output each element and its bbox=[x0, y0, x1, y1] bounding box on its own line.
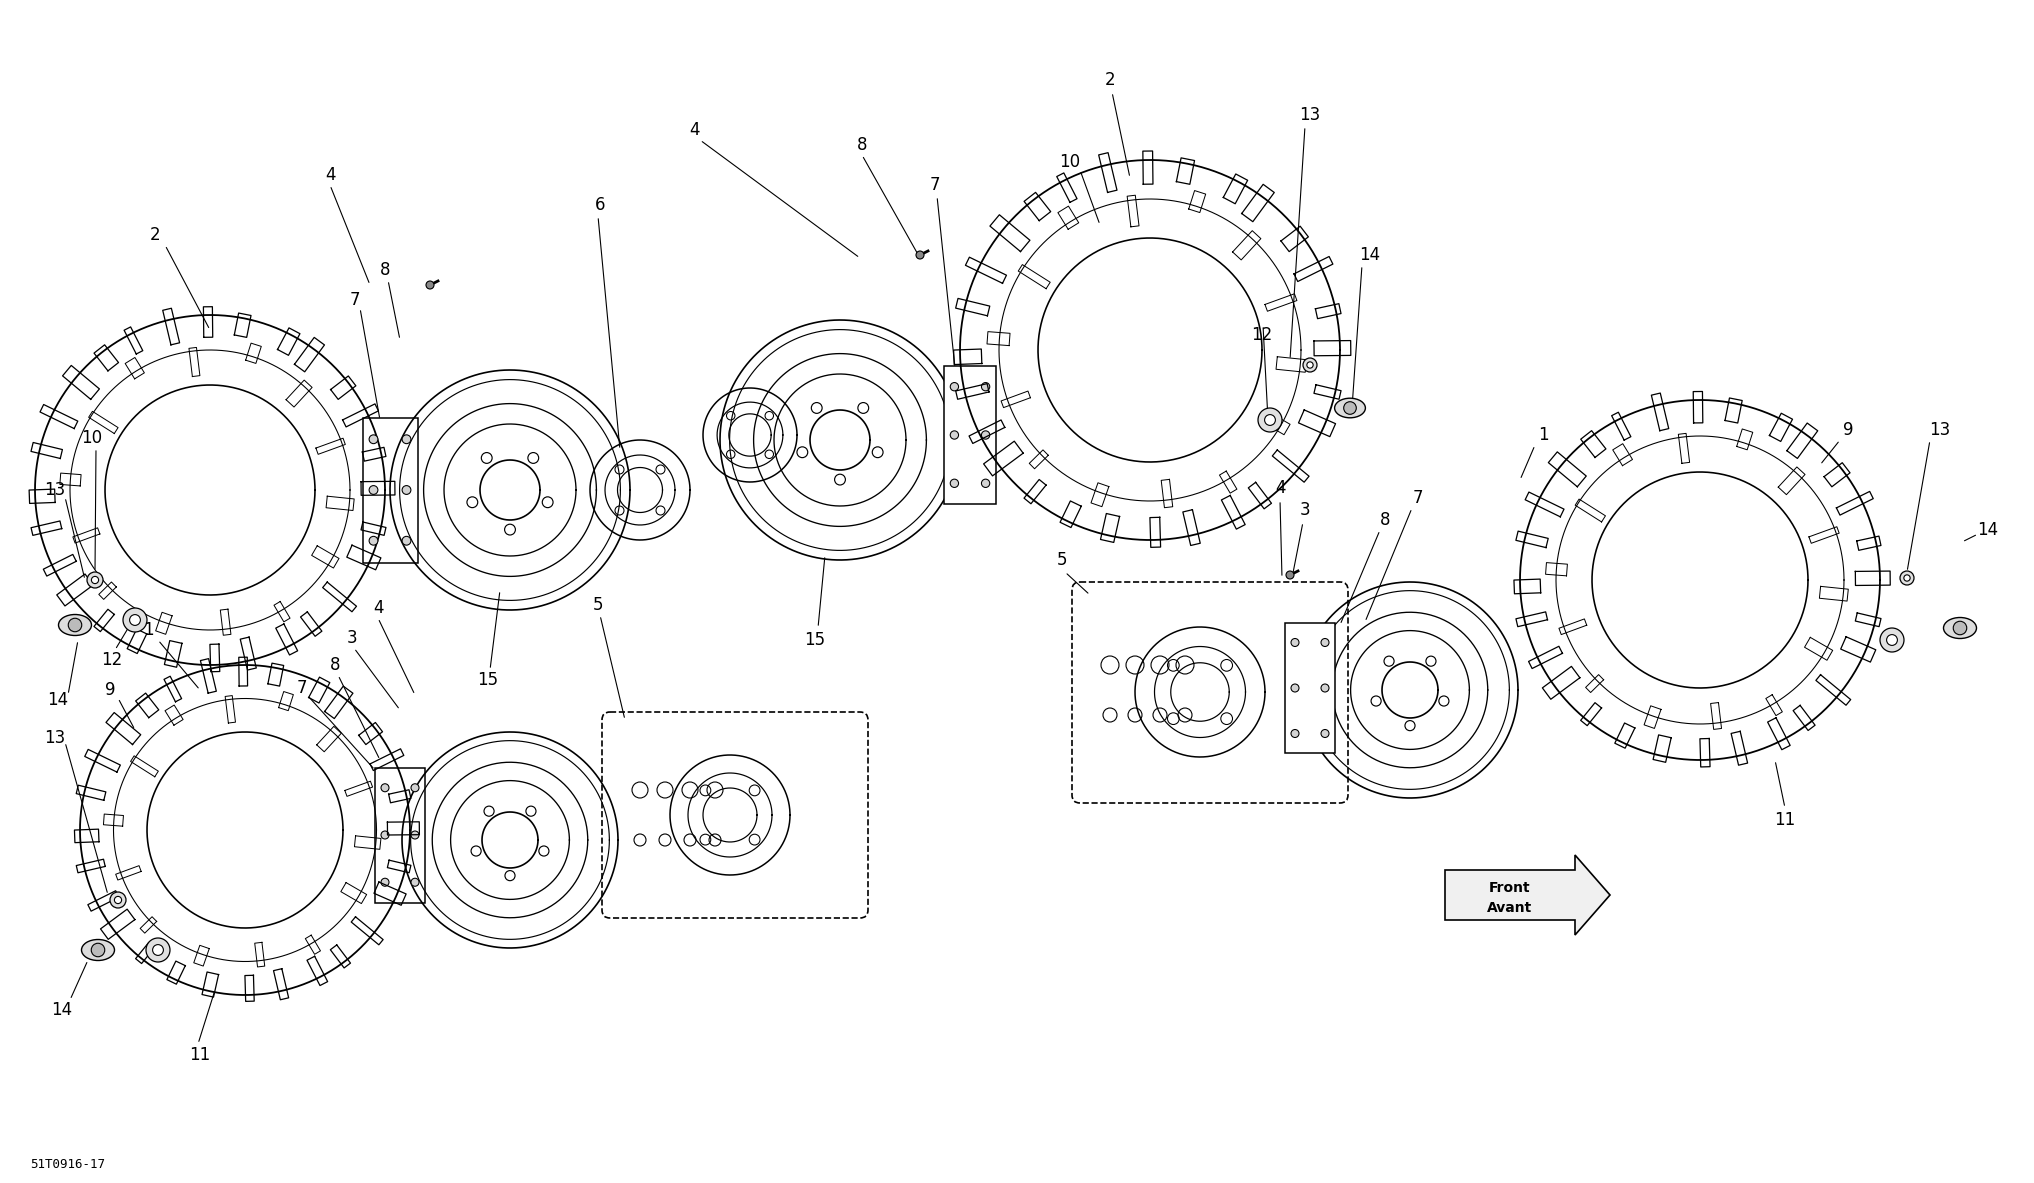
Circle shape bbox=[114, 897, 122, 904]
Text: 8: 8 bbox=[856, 136, 866, 154]
Bar bbox=[362, 418, 417, 562]
Text: 1: 1 bbox=[142, 621, 153, 639]
Text: 10: 10 bbox=[81, 429, 102, 447]
Circle shape bbox=[1285, 571, 1294, 578]
Text: 51T0916-17: 51T0916-17 bbox=[31, 1158, 106, 1171]
Circle shape bbox=[982, 479, 991, 487]
Text: 4: 4 bbox=[325, 166, 336, 185]
Text: 2: 2 bbox=[1104, 71, 1115, 89]
Circle shape bbox=[1879, 628, 1904, 652]
Text: 7: 7 bbox=[930, 176, 940, 194]
Text: 13: 13 bbox=[45, 481, 65, 499]
Text: 12: 12 bbox=[102, 651, 122, 670]
Circle shape bbox=[1344, 402, 1357, 414]
Bar bbox=[944, 366, 997, 504]
Circle shape bbox=[1900, 571, 1914, 586]
Text: 7: 7 bbox=[1414, 489, 1424, 508]
Circle shape bbox=[982, 382, 991, 390]
Polygon shape bbox=[1444, 855, 1611, 935]
Text: 3: 3 bbox=[1300, 500, 1310, 519]
Circle shape bbox=[403, 536, 411, 545]
Text: 9: 9 bbox=[104, 681, 116, 699]
Text: Avant: Avant bbox=[1487, 901, 1534, 914]
Text: 5: 5 bbox=[592, 596, 604, 614]
Ellipse shape bbox=[1945, 618, 1977, 639]
Circle shape bbox=[368, 485, 378, 494]
Text: 15: 15 bbox=[803, 631, 826, 649]
Circle shape bbox=[368, 536, 378, 545]
Text: 4: 4 bbox=[690, 121, 700, 138]
Text: 4: 4 bbox=[1275, 479, 1285, 497]
Text: 7: 7 bbox=[297, 679, 307, 697]
Circle shape bbox=[1320, 639, 1328, 646]
Circle shape bbox=[950, 431, 958, 439]
Circle shape bbox=[950, 479, 958, 487]
Text: 3: 3 bbox=[346, 629, 358, 647]
Circle shape bbox=[1304, 358, 1316, 371]
Text: 14: 14 bbox=[47, 691, 69, 709]
Circle shape bbox=[1953, 621, 1967, 635]
Circle shape bbox=[1320, 730, 1328, 737]
Text: 13: 13 bbox=[45, 729, 65, 746]
Circle shape bbox=[92, 943, 104, 957]
Circle shape bbox=[411, 784, 419, 791]
Text: 9: 9 bbox=[1843, 421, 1853, 439]
Text: 1: 1 bbox=[1538, 426, 1548, 444]
Circle shape bbox=[153, 944, 163, 956]
Text: Front: Front bbox=[1489, 881, 1532, 896]
Circle shape bbox=[1292, 730, 1300, 737]
Text: 14: 14 bbox=[1977, 521, 1999, 539]
Bar bbox=[1285, 623, 1334, 754]
Text: 13: 13 bbox=[1300, 106, 1320, 124]
Text: 12: 12 bbox=[1251, 327, 1273, 344]
Text: 14: 14 bbox=[51, 1001, 73, 1019]
Bar bbox=[374, 768, 425, 903]
Circle shape bbox=[1292, 684, 1300, 692]
Text: 14: 14 bbox=[1359, 246, 1381, 264]
Circle shape bbox=[915, 251, 923, 259]
Text: 13: 13 bbox=[1930, 421, 1951, 439]
Circle shape bbox=[1308, 362, 1314, 368]
Circle shape bbox=[380, 784, 388, 791]
Text: 10: 10 bbox=[1060, 153, 1080, 172]
Text: 2: 2 bbox=[151, 226, 161, 244]
Text: 5: 5 bbox=[1058, 551, 1068, 569]
Circle shape bbox=[411, 878, 419, 886]
Ellipse shape bbox=[59, 614, 92, 635]
Circle shape bbox=[146, 938, 171, 962]
Text: 11: 11 bbox=[1774, 812, 1796, 829]
Circle shape bbox=[1257, 408, 1281, 432]
Circle shape bbox=[1265, 414, 1275, 426]
Text: 6: 6 bbox=[594, 196, 606, 214]
Text: 8: 8 bbox=[380, 261, 391, 279]
Circle shape bbox=[110, 892, 126, 909]
Circle shape bbox=[982, 431, 991, 439]
Ellipse shape bbox=[1334, 399, 1365, 418]
Circle shape bbox=[69, 619, 81, 632]
Circle shape bbox=[368, 435, 378, 444]
Circle shape bbox=[425, 282, 433, 289]
Circle shape bbox=[411, 830, 419, 839]
Circle shape bbox=[950, 382, 958, 390]
Circle shape bbox=[403, 435, 411, 444]
Circle shape bbox=[130, 615, 140, 626]
Circle shape bbox=[92, 576, 98, 583]
Text: 11: 11 bbox=[189, 1046, 212, 1064]
Circle shape bbox=[1320, 684, 1328, 692]
Circle shape bbox=[380, 830, 388, 839]
Circle shape bbox=[1888, 634, 1898, 646]
Circle shape bbox=[380, 878, 388, 886]
Circle shape bbox=[403, 485, 411, 494]
Circle shape bbox=[87, 573, 104, 588]
Circle shape bbox=[1904, 575, 1910, 581]
Circle shape bbox=[1292, 639, 1300, 646]
Text: 8: 8 bbox=[1379, 511, 1391, 529]
Text: 8: 8 bbox=[330, 657, 340, 674]
Text: 4: 4 bbox=[372, 599, 382, 618]
Ellipse shape bbox=[81, 939, 114, 961]
Text: 15: 15 bbox=[478, 671, 498, 689]
Text: 7: 7 bbox=[350, 291, 360, 309]
Circle shape bbox=[122, 608, 146, 632]
